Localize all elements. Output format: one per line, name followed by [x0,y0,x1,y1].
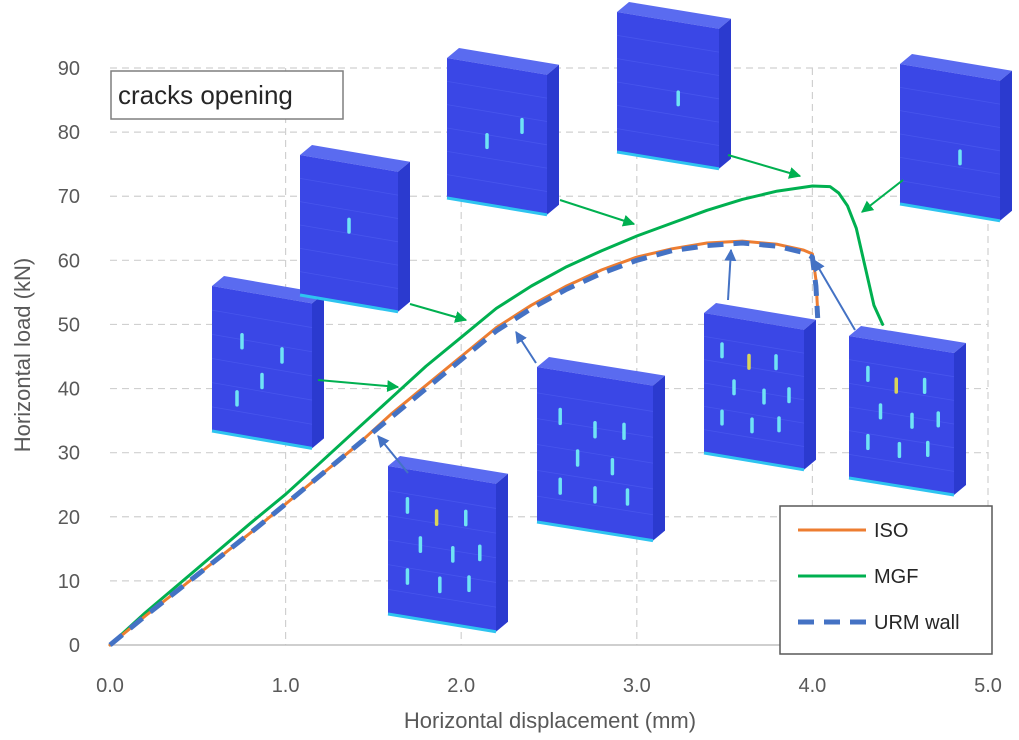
legend-label: URM wall [874,612,960,634]
masonry-wall-icon [387,456,508,634]
x-tick-labels: 0.0 1.0 2.0 3.0 4.0 5.0 [96,675,1002,697]
masonry-wall-icon [536,357,665,543]
masonry-wall-icon [299,145,410,314]
y-tick-label: 0 [69,635,80,657]
y-tick-label: 80 [58,122,80,144]
annotation-arrow [409,303,468,323]
y-axis-title: Horizontal load (kN) [10,258,35,452]
y-tick-label: 20 [58,507,80,529]
y-tick-label: 40 [58,379,80,401]
y-tick-label: 10 [58,571,80,593]
annotation-arrows [317,154,904,474]
annotation-arrow [861,179,904,213]
legend: ISO MGF URM wall [779,505,993,655]
x-axis-title: Horizontal displacement (mm) [404,708,696,733]
annotation-box [110,70,344,120]
annotation-text: cracks opening [118,80,293,110]
legend-label: MGF [874,566,918,588]
masonry-wall-icon [211,276,324,450]
y-tick-labels: 0 10 20 30 40 50 60 70 80 90 [58,58,80,657]
masonry-wall-icon [446,48,559,217]
y-tick-label: 60 [58,250,80,272]
x-tick-label: 1.0 [272,675,300,697]
y-tick-label: 30 [58,443,80,465]
x-tick-label: 5.0 [974,675,1002,697]
y-tick-label: 50 [58,314,80,336]
annotation-arrow [724,248,737,301]
annotation-arrow [727,154,802,179]
masonry-wall-icon [703,303,816,472]
masonry-wall-icon [616,2,731,171]
series-lines [108,184,885,647]
y-tick-label: 70 [58,186,80,208]
series-line-urm-wall [108,240,821,647]
annotation-arrow [559,199,636,227]
annotation-arrow [813,258,856,331]
cracks-opening-annotation: cracks opening [110,70,344,120]
series-line-mgf [108,184,885,647]
masonry-wall-icon [899,54,1012,223]
x-tick-label: 3.0 [623,675,651,697]
x-tick-label: 4.0 [798,675,826,697]
annotation-arrow [377,435,409,474]
legend-label: ISO [874,520,908,542]
masonry-wall-icon [848,326,966,497]
y-tick-label: 90 [58,58,80,80]
wall-insets [211,2,1012,634]
annotation-arrow [515,330,537,364]
annotation-arrow [317,379,400,393]
x-tick-label: 0.0 [96,675,124,697]
x-tick-label: 2.0 [447,675,475,697]
